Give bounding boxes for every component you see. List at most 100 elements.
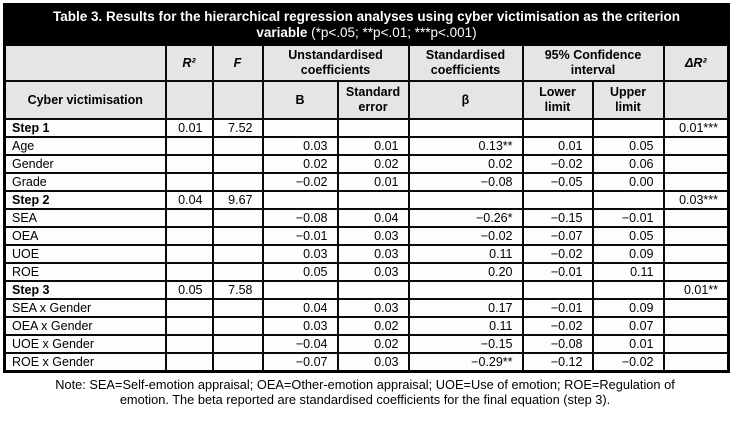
table-body: Step 1 0.01 7.52 0.01*** Age 0.03 0.01 0.13** 0.… — [3, 118, 730, 373]
empty-header-cell — [211, 80, 264, 120]
b-value-cell: 0.03 — [261, 244, 339, 264]
r2-value-cell — [164, 262, 214, 282]
r2-value-cell: 0.04 — [164, 190, 214, 210]
row-label: Grade — [3, 172, 167, 192]
beta-value-cell — [407, 190, 524, 210]
se-value-cell: 0.04 — [336, 208, 410, 228]
b-value-cell: 0.02 — [261, 154, 339, 174]
se-value-cell: 0.03 — [336, 262, 410, 282]
lower-value-cell: 0.01 — [521, 136, 594, 156]
b-value-cell: 0.05 — [261, 262, 339, 282]
table-row: SEA −0.08 0.04 −0.26* −0.15 −0.01 — [3, 208, 730, 228]
criterion-variable-header: Cyber victimisation — [3, 80, 167, 120]
upper-value-cell: 0.05 — [591, 136, 665, 156]
lower-value-cell: −0.01 — [521, 298, 594, 318]
upper-value-cell — [591, 280, 665, 300]
standardised-coefficients-header: Standardised coefficients — [407, 44, 524, 82]
f-value-cell — [211, 208, 264, 228]
dr2-value-cell — [662, 172, 730, 192]
r-squared-header: R² — [164, 44, 214, 82]
table-row: Step 1 0.01 7.52 0.01*** — [3, 118, 730, 138]
table-row: Grade −0.02 0.01 −0.08 −0.05 0.00 — [3, 172, 730, 192]
upper-value-cell: −0.01 — [591, 208, 665, 228]
dr2-value-cell — [662, 136, 730, 156]
row-label: UOE x Gender — [3, 334, 167, 354]
dr2-value-cell — [662, 334, 730, 354]
lower-value-cell — [521, 118, 594, 138]
unstandardised-coefficients-header: Unstandardised coefficients — [261, 44, 410, 82]
b-value-cell: 0.03 — [261, 136, 339, 156]
table-note: Note: SEA=Self-emotion appraisal; OEA=Ot… — [55, 377, 675, 407]
r2-value-cell — [164, 172, 214, 192]
table-row: UOE 0.03 0.03 0.11 −0.02 0.09 — [3, 244, 730, 264]
upper-value-cell: 0.05 — [591, 226, 665, 246]
se-value-cell: 0.01 — [336, 136, 410, 156]
f-value-cell — [211, 136, 264, 156]
upper-value-cell: 0.07 — [591, 316, 665, 336]
lower-value-cell — [521, 190, 594, 210]
r2-value-cell: 0.05 — [164, 280, 214, 300]
r2-value-cell — [164, 316, 214, 336]
beta-value-cell: −0.15 — [407, 334, 524, 354]
upper-value-cell: 0.00 — [591, 172, 665, 192]
r2-value-cell — [164, 208, 214, 228]
b-value-cell: 0.03 — [261, 316, 339, 336]
b-value-cell: −0.01 — [261, 226, 339, 246]
dr2-value-cell — [662, 262, 730, 282]
b-value-cell — [261, 280, 339, 300]
upper-value-cell: −0.02 — [591, 352, 665, 373]
b-value-cell: −0.04 — [261, 334, 339, 354]
table-row: OEA x Gender 0.03 0.02 0.11 −0.02 0.07 — [3, 316, 730, 336]
empty-header-cell — [662, 80, 730, 120]
dr2-value-cell — [662, 208, 730, 228]
lower-value-cell: −0.05 — [521, 172, 594, 192]
table-title-row: Table 3. Results for the hierarchical re… — [3, 3, 730, 46]
table-row: OEA −0.01 0.03 −0.02 −0.07 0.05 — [3, 226, 730, 246]
upper-value-cell: 0.11 — [591, 262, 665, 282]
beta-value-cell: −0.29** — [407, 352, 524, 373]
lower-value-cell: −0.07 — [521, 226, 594, 246]
row-label: SEA x Gender — [3, 298, 167, 318]
lower-value-cell — [521, 280, 594, 300]
table-row: SEA x Gender 0.04 0.03 0.17 −0.01 0.09 — [3, 298, 730, 318]
row-label: SEA — [3, 208, 167, 228]
dr2-value-cell — [662, 226, 730, 246]
row-label: Age — [3, 136, 167, 156]
se-value-cell — [336, 118, 410, 138]
dr2-value-cell — [662, 316, 730, 336]
se-value-cell: 0.01 — [336, 172, 410, 192]
table-row: ROE 0.05 0.03 0.20 −0.01 0.11 — [3, 262, 730, 282]
beta-value-cell: 0.13** — [407, 136, 524, 156]
f-value-cell: 9.67 — [211, 190, 264, 210]
header-group-row: R² F Unstandardised coefficients Standar… — [3, 44, 730, 82]
se-value-cell: 0.02 — [336, 316, 410, 336]
r2-value-cell — [164, 226, 214, 246]
dr2-value-cell: 0.01** — [662, 280, 730, 300]
r2-value-cell — [164, 334, 214, 354]
delta-r-squared-header: ΔR² — [662, 44, 730, 82]
b-value-cell: −0.07 — [261, 352, 339, 373]
beta-value-cell: −0.08 — [407, 172, 524, 192]
header-sub-row: Cyber victimisation B Standard error β L… — [3, 80, 730, 120]
r2-value-cell — [164, 136, 214, 156]
upper-value-cell — [591, 118, 665, 138]
r2-value-cell — [164, 244, 214, 264]
table-row: Step 3 0.05 7.58 0.01** — [3, 280, 730, 300]
f-value-cell — [211, 244, 264, 264]
row-label: ROE — [3, 262, 167, 282]
dr2-value-cell — [662, 244, 730, 264]
table-title: Table 3. Results for the hierarchical re… — [3, 3, 730, 46]
b-value-cell: −0.08 — [261, 208, 339, 228]
table-row: Gender 0.02 0.02 0.02 −0.02 0.06 — [3, 154, 730, 174]
se-value-cell: 0.03 — [336, 298, 410, 318]
lower-limit-header: Lower limit — [521, 80, 594, 120]
beta-value-cell: 0.17 — [407, 298, 524, 318]
beta-value-cell: 0.11 — [407, 316, 524, 336]
f-value-cell — [211, 316, 264, 336]
upper-value-cell: 0.06 — [591, 154, 665, 174]
row-label: OEA — [3, 226, 167, 246]
row-label: OEA x Gender — [3, 316, 167, 336]
upper-value-cell — [591, 190, 665, 210]
beta-header: β — [407, 80, 524, 120]
